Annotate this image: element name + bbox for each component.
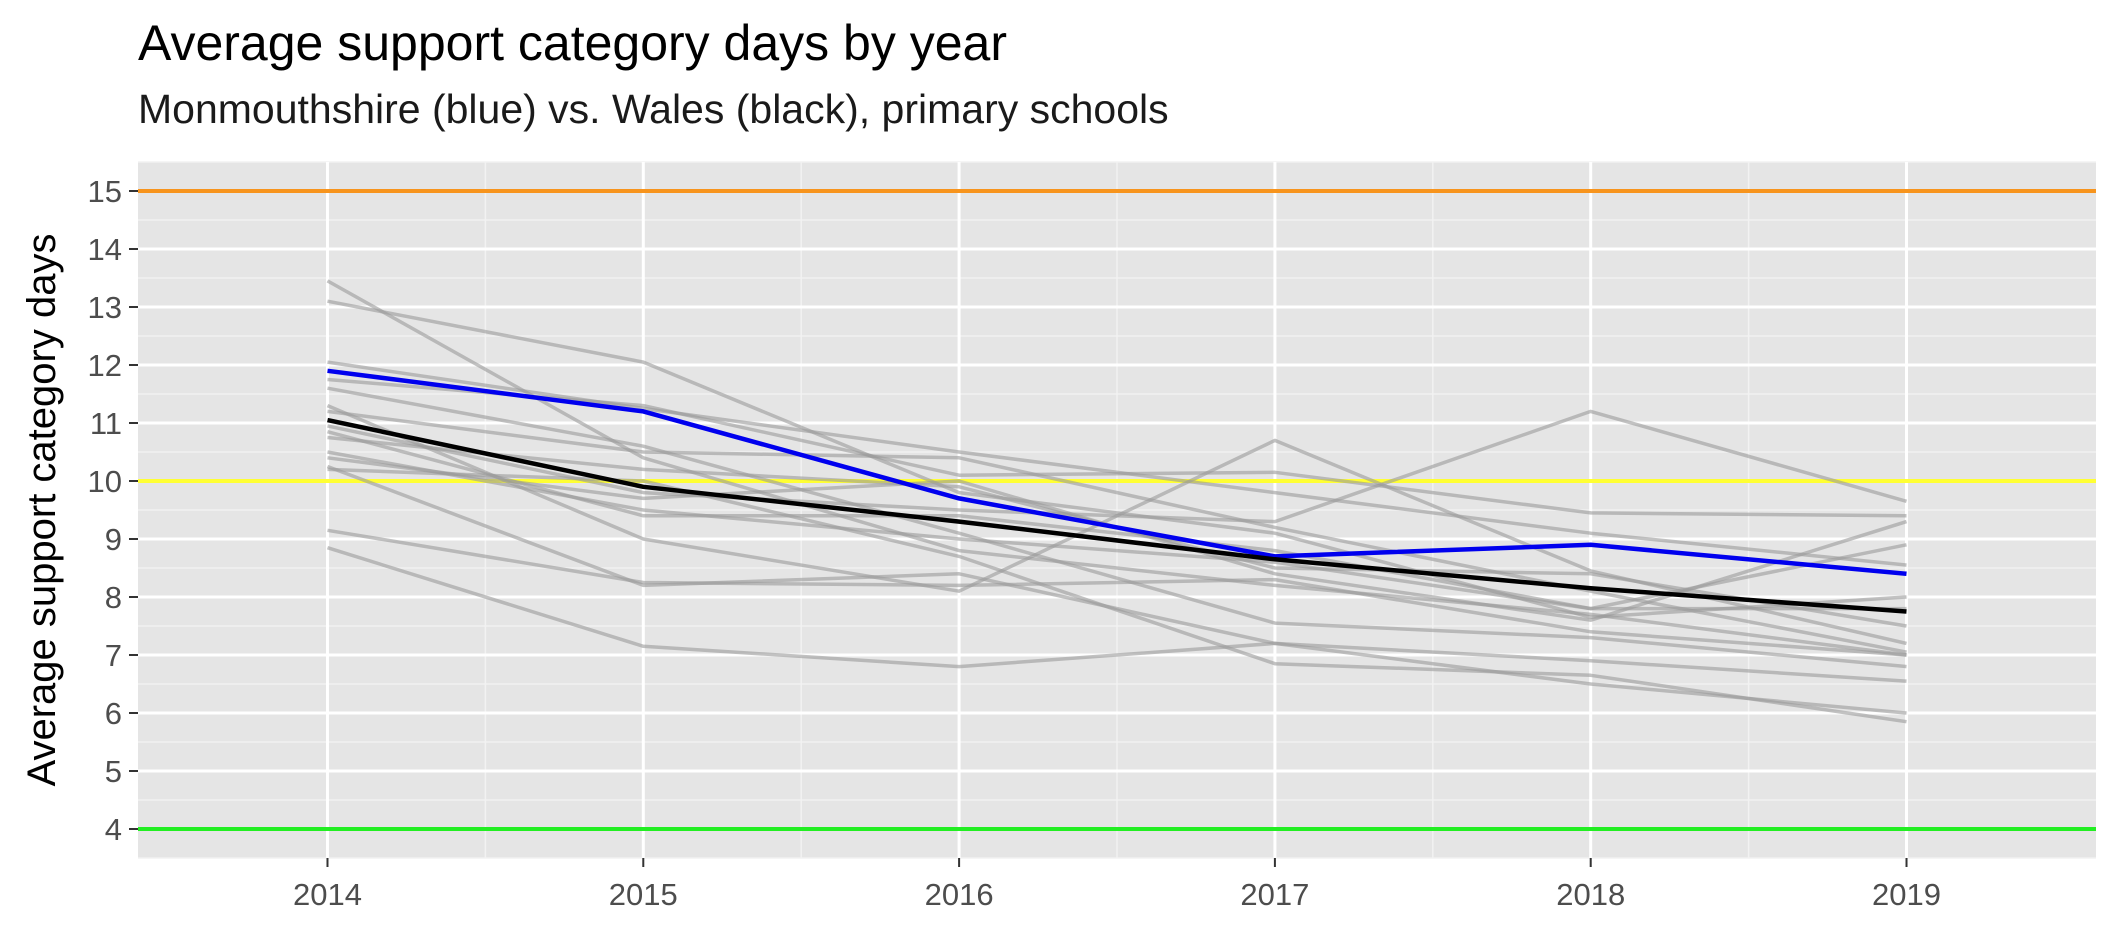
y-tick-label: 11: [90, 406, 122, 441]
y-tick-label: 13: [88, 290, 122, 325]
y-axis-title: Average support category days: [20, 234, 64, 787]
y-tick-label: 9: [105, 522, 122, 557]
y-tick-label: 12: [88, 348, 122, 383]
highlight-series-line: [327, 368, 1907, 577]
highlight-series: [327, 368, 1907, 614]
y-tick-label: 15: [88, 174, 122, 209]
x-tick-label: 2016: [925, 877, 994, 912]
x-axis: 2014 2015 2016 2017 2018 2019: [293, 858, 1941, 912]
y-tick-label: 14: [88, 232, 122, 267]
background-series-line: [327, 467, 1907, 724]
background-series-line: [327, 299, 1907, 620]
y-axis: 4 5 6 7 8 9 10 11 12 13 14 15: [88, 174, 138, 847]
chart-title: Average support category days by year: [138, 15, 1008, 71]
background-series-line: [326, 279, 1907, 657]
chart-subtitle: Monmouthshire (blue) vs. Wales (black), …: [138, 86, 1169, 132]
y-tick-label: 5: [105, 754, 122, 789]
x-tick-label: 2018: [1556, 877, 1625, 912]
y-tick-label: 8: [105, 580, 122, 615]
y-tick-label: 10: [88, 464, 122, 499]
background-series-line: [327, 386, 1907, 669]
x-tick-label: 2014: [293, 877, 362, 912]
y-tick-label: 6: [105, 696, 122, 731]
x-tick-label: 2019: [1872, 877, 1941, 912]
background-series-line: [327, 450, 1907, 611]
y-tick-label: 7: [105, 638, 122, 673]
x-tick-label: 2015: [609, 877, 678, 912]
x-tick-label: 2017: [1240, 877, 1309, 912]
highlight-series-line: [327, 417, 1907, 614]
y-tick-label: 4: [105, 812, 122, 847]
background-series-line: [327, 377, 1907, 518]
background-series-line: [327, 409, 1907, 654]
background-series-line: [327, 528, 1907, 657]
reference-lines: [138, 189, 2096, 831]
background-series-line: [326, 546, 1907, 683]
background-series-line: [327, 409, 1907, 524]
